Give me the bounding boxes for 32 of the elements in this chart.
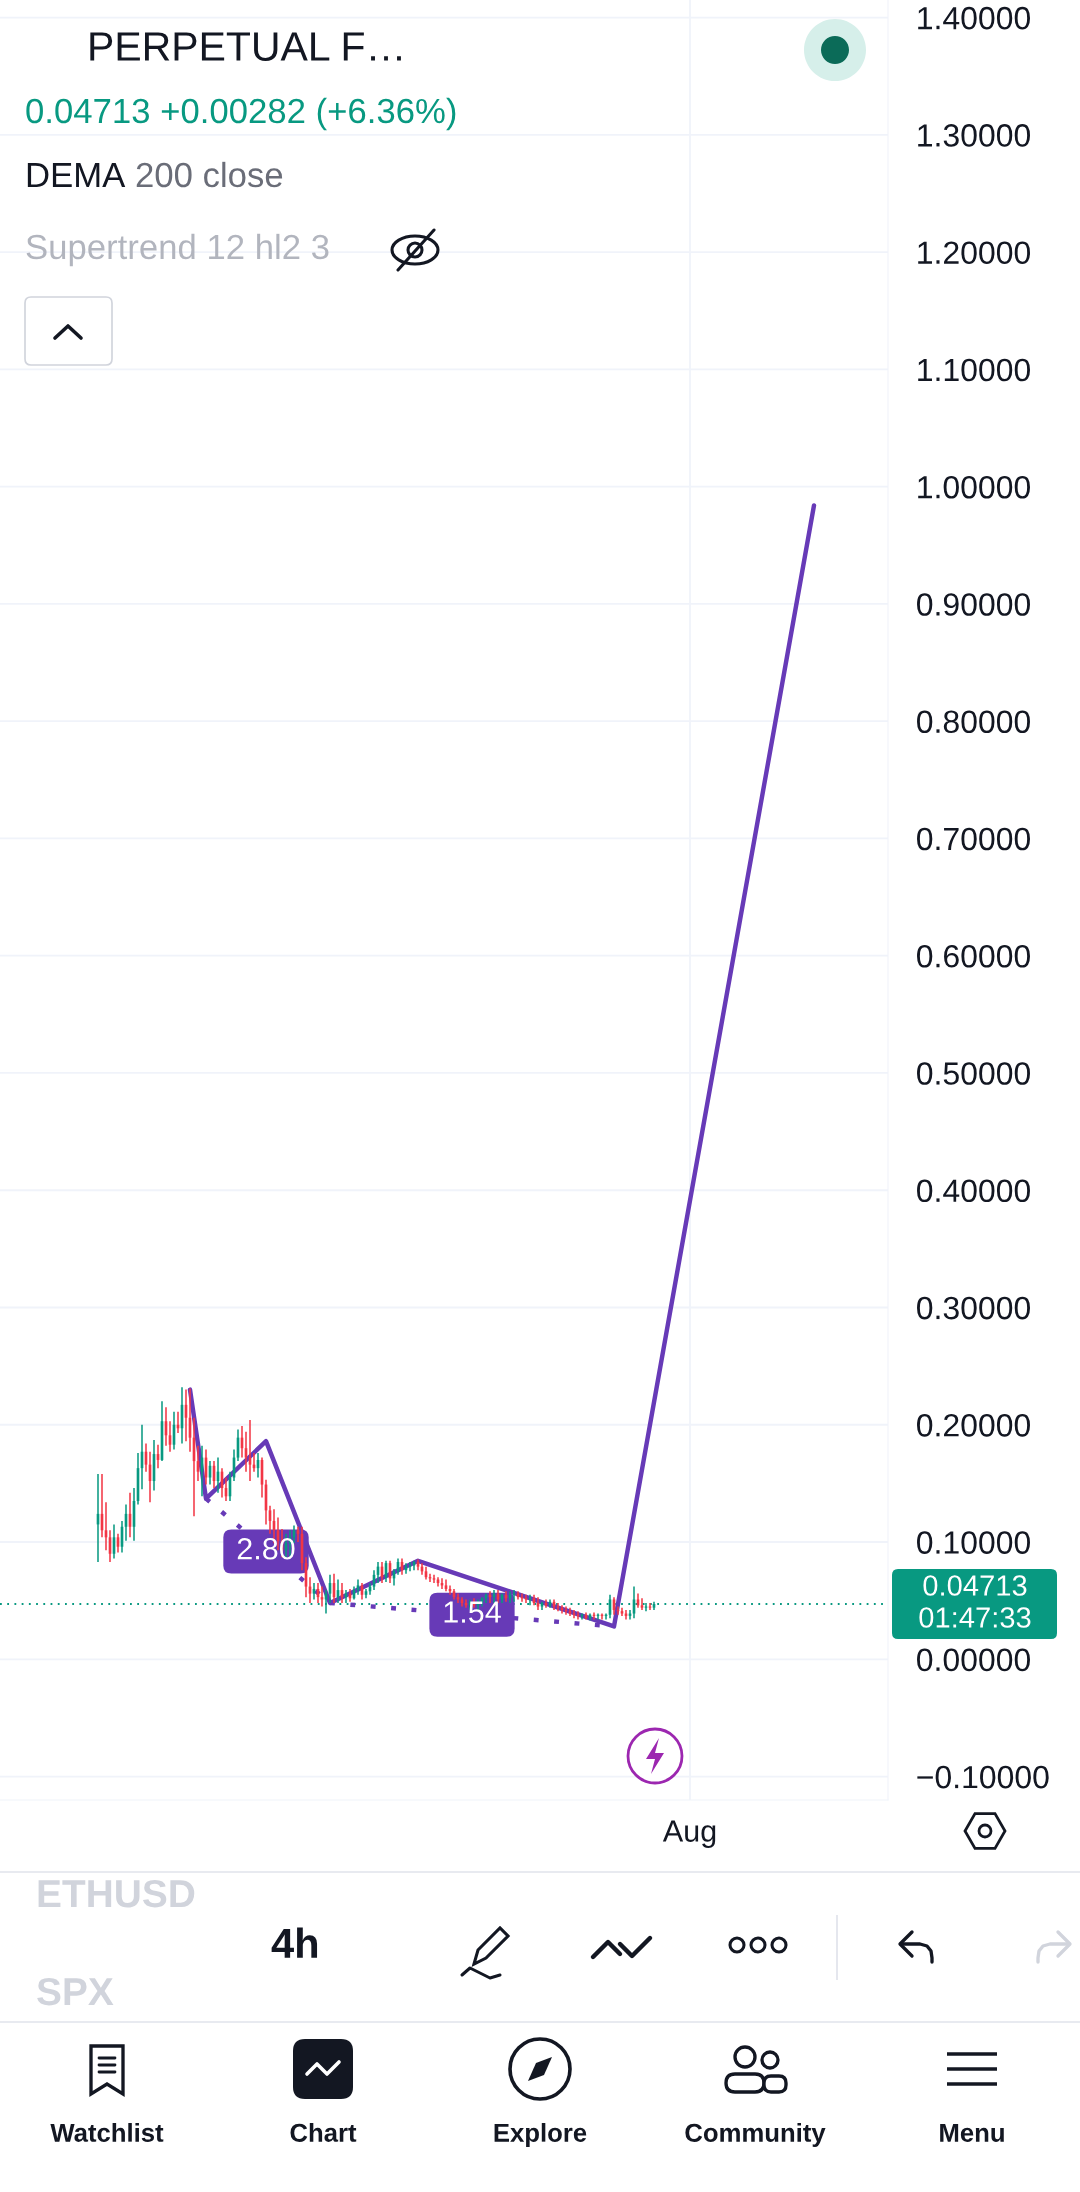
y-tick-label: 1.40000 bbox=[918, 6, 1030, 30]
text: 01:47:33 bbox=[919, 1607, 1031, 1628]
y-tick-label: −0.10000 bbox=[917, 1765, 1049, 1789]
text: PERPETUAL F… bbox=[90, 32, 401, 61]
text: Explore bbox=[494, 2123, 587, 2147]
y-tick-label: 0.00000 bbox=[917, 1648, 1030, 1672]
text: 0.04713 +0.00282 (+6.36%) bbox=[26, 97, 456, 131]
y-tick-label: 0.80000 bbox=[917, 710, 1030, 734]
y-tick-label: 0.20000 bbox=[917, 1414, 1030, 1437]
y-tick-label: 1.00000 bbox=[918, 475, 1030, 499]
text: Menu bbox=[940, 2123, 1004, 2142]
text: Watchlist bbox=[50, 2123, 164, 2142]
y-tick-label: 0.10000 bbox=[917, 1531, 1030, 1554]
text: Chart bbox=[290, 2123, 357, 2142]
y-tick-label: 1.30000 bbox=[918, 124, 1030, 147]
y-tick-label: 1.10000 bbox=[918, 358, 1030, 382]
annotation: 2.80 bbox=[237, 1537, 295, 1560]
y-tick-label: 0.50000 bbox=[917, 1062, 1030, 1085]
annotation: 200 close bbox=[136, 161, 283, 188]
y-tick-label: 0.90000 bbox=[917, 593, 1030, 616]
y-tick-label: 0.30000 bbox=[917, 1296, 1030, 1320]
y-tick-label: 0.60000 bbox=[917, 944, 1030, 968]
y-tick-label: 0.70000 bbox=[917, 827, 1030, 851]
x-tick-label: Aug bbox=[662, 1820, 716, 1848]
text: Community bbox=[685, 2123, 826, 2147]
annotation: Supertrend 12 hl2 3 bbox=[26, 233, 329, 267]
text: 4h bbox=[271, 1927, 318, 1958]
ref-line-label: 0.04713 bbox=[923, 1575, 1027, 1596]
annotation: 1.54 bbox=[444, 1601, 501, 1623]
y-tick-label: 1.20000 bbox=[918, 241, 1030, 265]
y-tick-label: 0.40000 bbox=[917, 1179, 1030, 1203]
annotation: DEMA bbox=[27, 163, 126, 187]
